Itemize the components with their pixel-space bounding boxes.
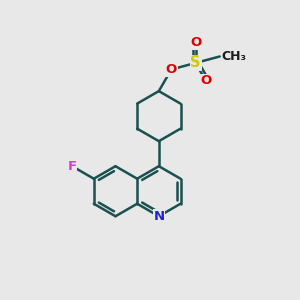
Text: F: F xyxy=(68,160,77,173)
Text: S: S xyxy=(190,56,201,70)
Text: O: O xyxy=(200,74,212,87)
Text: O: O xyxy=(166,63,177,76)
Text: CH₃: CH₃ xyxy=(221,50,246,63)
Text: O: O xyxy=(190,36,201,49)
Text: N: N xyxy=(153,210,164,223)
